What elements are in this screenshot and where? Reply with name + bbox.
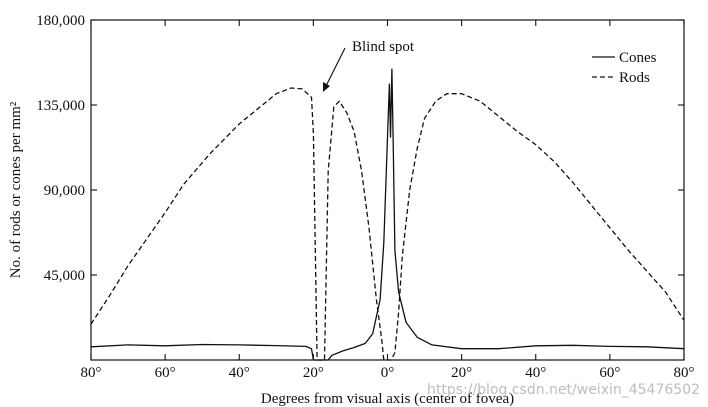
blind-spot-arrowhead (323, 82, 330, 92)
x-axis-label: Degrees from visual axis (center of fove… (261, 391, 514, 407)
x-tick-label: 80° (674, 365, 695, 381)
blind-spot-label: Blind spot (352, 39, 415, 55)
x-tick-label: 20° (451, 365, 472, 381)
watermark: https://blog.csdn.net/weixin_45476502 (427, 382, 700, 398)
y-tick-label: 45,000 (44, 268, 85, 284)
legend-label-rods: Rods (619, 70, 650, 86)
legend-label-cones: Cones (619, 50, 657, 66)
legend: Cones Rods (592, 50, 657, 86)
blind-spot-arrow (325, 47, 346, 87)
series-line-rods (90, 87, 685, 361)
y-axis-label: No. of rods or cones per mm² (8, 101, 24, 278)
x-tick-label: 0° (381, 365, 395, 381)
tick-group: 80° 60° 40° 20° 0° 20° 40° 60° 80° 45,000 90,000 13… (36, 13, 694, 381)
series-group (90, 68, 685, 361)
x-tick-label: 60° (155, 365, 176, 381)
blind-spot-annotation: Blind spot (323, 39, 415, 92)
series-line-cones (90, 68, 685, 361)
y-tick-label: 180,000 (36, 13, 85, 29)
y-tick-label: 135,000 (36, 98, 85, 114)
x-tick-label: 40° (525, 365, 546, 381)
x-tick-label: 40° (229, 365, 250, 381)
x-tick-label: 60° (599, 365, 620, 381)
x-tick-label: 20° (303, 365, 324, 381)
x-tick-label: 80° (81, 365, 102, 381)
y-tick-label: 90,000 (44, 183, 85, 199)
